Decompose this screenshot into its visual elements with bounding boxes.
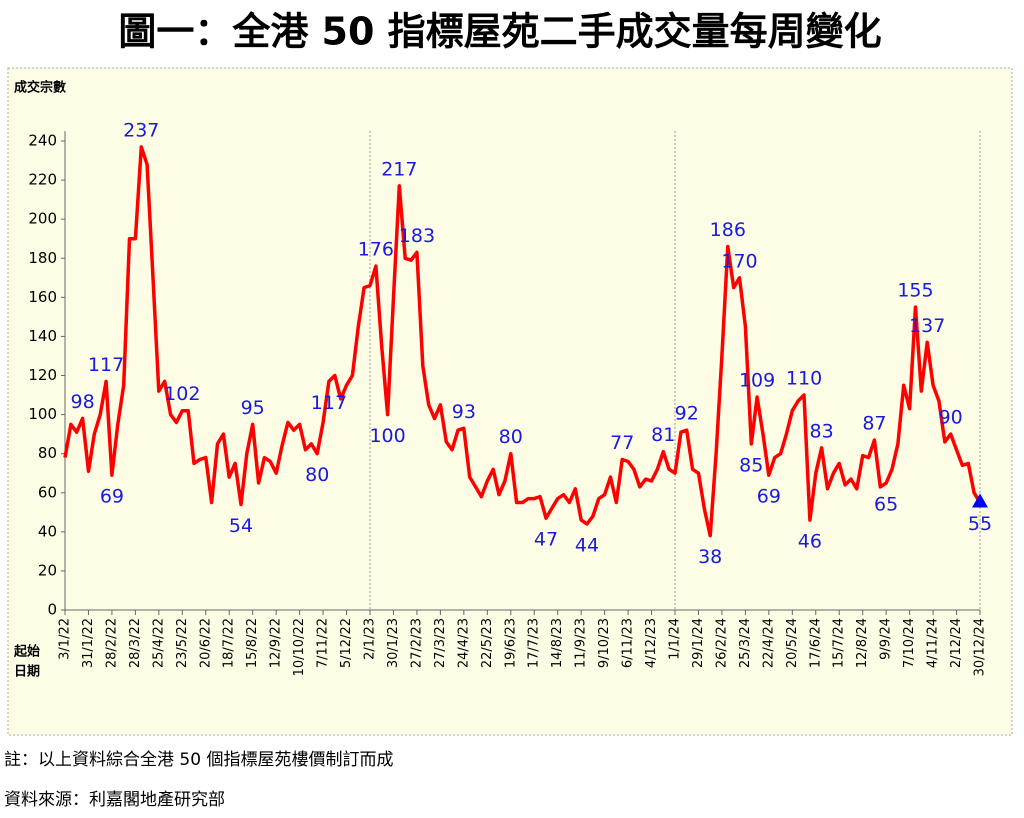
data-label: 95 xyxy=(241,397,265,419)
x-axis-label: 起始 xyxy=(13,644,40,660)
y-tick-label: 180 xyxy=(28,249,57,267)
x-tick-label: 9/10/23 xyxy=(597,618,612,668)
x-tick-label: 29/1/24 xyxy=(691,618,706,668)
x-tick-label: 1/1/24 xyxy=(668,618,683,660)
chart-title: 圖一：全港 50 指標屋苑二手成交量每周變化 xyxy=(118,10,881,54)
data-label: 100 xyxy=(369,425,405,447)
data-label: 77 xyxy=(610,432,634,454)
data-label: 80 xyxy=(305,464,329,486)
x-tick-label: 6/11/23 xyxy=(621,618,636,668)
x-tick-label: 20/5/24 xyxy=(785,618,800,668)
x-tick-label: 27/3/23 xyxy=(433,618,448,668)
data-label: 176 xyxy=(358,239,394,261)
x-tick-label: 5/12/22 xyxy=(339,618,354,668)
y-tick-label: 20 xyxy=(38,561,57,579)
x-tick-label: 18/7/22 xyxy=(222,618,237,668)
data-label: 69 xyxy=(757,486,781,508)
data-label: 170 xyxy=(721,250,757,272)
data-label: 110 xyxy=(786,368,822,390)
x-tick-label: 31/1/22 xyxy=(81,618,96,668)
x-tick-label: 4/11/24 xyxy=(926,618,941,668)
data-label: 98 xyxy=(71,391,95,413)
data-label: 102 xyxy=(164,383,200,405)
y-tick-label: 40 xyxy=(38,522,57,540)
x-tick-label: 14/8/23 xyxy=(550,618,565,668)
x-tick-label: 3/1/22 xyxy=(58,618,73,660)
data-label: 217 xyxy=(381,158,417,180)
note: 資料來源：利嘉閣地產研究部 xyxy=(4,790,225,810)
data-label: 54 xyxy=(229,515,253,537)
x-tick-label: 17/6/24 xyxy=(808,618,823,668)
x-tick-label: 11/9/23 xyxy=(574,618,589,668)
x-tick-label: 15/7/24 xyxy=(832,618,847,668)
data-label: 44 xyxy=(575,535,599,557)
x-tick-label: 12/9/22 xyxy=(269,618,284,668)
x-axis-label: 日期 xyxy=(14,665,40,680)
x-tick-label: 22/5/23 xyxy=(480,618,495,668)
x-tick-label: 9/9/24 xyxy=(879,618,894,660)
x-tick-label: 30/12/24 xyxy=(973,618,988,676)
y-axis-label: 成交宗數 xyxy=(14,80,66,96)
y-tick-label: 200 xyxy=(28,210,57,228)
data-label: 55 xyxy=(968,513,992,535)
data-label: 137 xyxy=(909,315,945,337)
y-tick-label: 100 xyxy=(28,405,57,423)
data-label: 186 xyxy=(710,219,746,241)
x-tick-label: 25/3/24 xyxy=(738,618,753,668)
y-tick-label: 240 xyxy=(28,132,57,150)
x-tick-label: 7/11/22 xyxy=(316,618,331,668)
x-tick-label: 2/1/23 xyxy=(363,618,378,660)
y-tick-label: 0 xyxy=(47,601,57,619)
data-label: 183 xyxy=(399,225,435,247)
data-label: 109 xyxy=(739,369,775,391)
data-label: 38 xyxy=(698,546,722,568)
data-label: 69 xyxy=(100,486,124,508)
data-label: 90 xyxy=(939,407,963,429)
data-label: 80 xyxy=(499,426,523,448)
y-tick-label: 80 xyxy=(38,444,57,462)
y-tick-label: 220 xyxy=(28,171,57,189)
y-tick-label: 140 xyxy=(28,327,57,345)
x-tick-label: 2/12/24 xyxy=(949,618,964,668)
x-tick-label: 20/6/22 xyxy=(198,618,213,668)
x-tick-label: 7/10/24 xyxy=(902,618,917,668)
data-label: 92 xyxy=(675,403,699,425)
data-line xyxy=(63,145,982,538)
x-tick-label: 19/6/23 xyxy=(503,618,518,668)
x-tick-label: 27/2/23 xyxy=(409,618,424,668)
x-tick-label: 15/8/22 xyxy=(245,618,260,668)
x-tick-label: 26/2/24 xyxy=(714,618,729,668)
end-marker xyxy=(972,493,988,508)
chart-panel xyxy=(7,67,1013,736)
note: 註：以上資料綜合全港 50 個指標屋苑樓價制訂而成 xyxy=(4,750,393,770)
x-tick-label: 23/5/22 xyxy=(175,618,190,668)
x-tick-label: 28/3/22 xyxy=(128,618,143,668)
x-tick-label: 4/12/23 xyxy=(644,618,659,668)
x-tick-label: 10/10/22 xyxy=(292,618,307,676)
data-label: 65 xyxy=(874,493,898,515)
x-tick-label: 22/4/24 xyxy=(761,618,776,668)
data-label: 47 xyxy=(534,529,558,551)
x-tick-label: 30/1/23 xyxy=(386,618,401,668)
data-label: 117 xyxy=(311,392,347,414)
y-tick-label: 60 xyxy=(38,483,57,501)
data-label: 155 xyxy=(897,280,933,302)
data-label: 85 xyxy=(739,454,763,476)
data-label: 83 xyxy=(810,420,834,442)
x-tick-label: 24/4/23 xyxy=(456,618,471,668)
y-tick-label: 120 xyxy=(28,366,57,384)
x-tick-label: 28/2/22 xyxy=(104,618,119,668)
x-tick-label: 25/4/22 xyxy=(151,618,166,668)
data-label: 237 xyxy=(123,119,159,141)
data-label: 117 xyxy=(88,354,124,376)
y-tick-label: 160 xyxy=(28,288,57,306)
data-label: 46 xyxy=(798,531,822,553)
data-label: 81 xyxy=(651,424,675,446)
x-tick-label: 12/8/24 xyxy=(855,618,870,668)
data-label: 93 xyxy=(452,401,476,423)
x-tick-label: 17/7/23 xyxy=(527,618,542,668)
data-label: 87 xyxy=(862,412,886,434)
